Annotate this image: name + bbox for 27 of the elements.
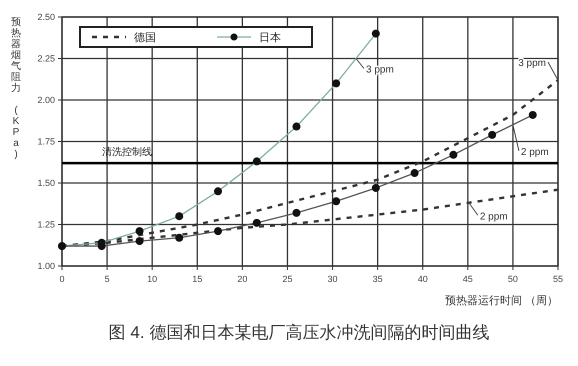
x-tick-label: 45 <box>462 274 473 284</box>
x-tick-label: 15 <box>192 274 202 284</box>
annotation: 2 ppm <box>480 211 508 222</box>
y-tick-label: 2.50 <box>37 12 55 22</box>
y-tick-label: 1.00 <box>37 261 55 271</box>
y-tick-label: 1.50 <box>37 178 55 188</box>
legend-label: 日本 <box>259 31 281 44</box>
text: 预热器烟气阻力 (KPa) <box>11 17 21 160</box>
x-tick-label: 5 <box>104 274 110 284</box>
x-tick-label: 20 <box>237 274 248 284</box>
x-tick-label: 35 <box>372 274 383 284</box>
y-tick-label: 1.25 <box>37 220 55 230</box>
x-tick-label: 25 <box>282 274 292 284</box>
annotation: 2 ppm <box>520 146 549 158</box>
caption: 图 4. 德国和日本某电厂高压水冲洗间隔的时间曲线 <box>108 323 490 342</box>
x-tick-label: 0 <box>59 274 65 284</box>
annotation: 3 ppm <box>518 58 546 70</box>
x-tick-label: 55 <box>552 274 564 284</box>
x-axis-title: 预热器运行时间 （周） <box>444 294 558 307</box>
x-tick-label: 10 <box>147 274 158 284</box>
x-tick-label: 30 <box>328 274 338 284</box>
legend-label: 德国 <box>134 32 156 44</box>
x-tick-label: 50 <box>508 274 518 284</box>
y-tick-label: 2.25 <box>37 54 55 64</box>
y-tick-label: 1.75 <box>37 136 55 146</box>
y-tick-label: 2.00 <box>37 95 55 105</box>
x-tick-label: 40 <box>418 274 428 284</box>
